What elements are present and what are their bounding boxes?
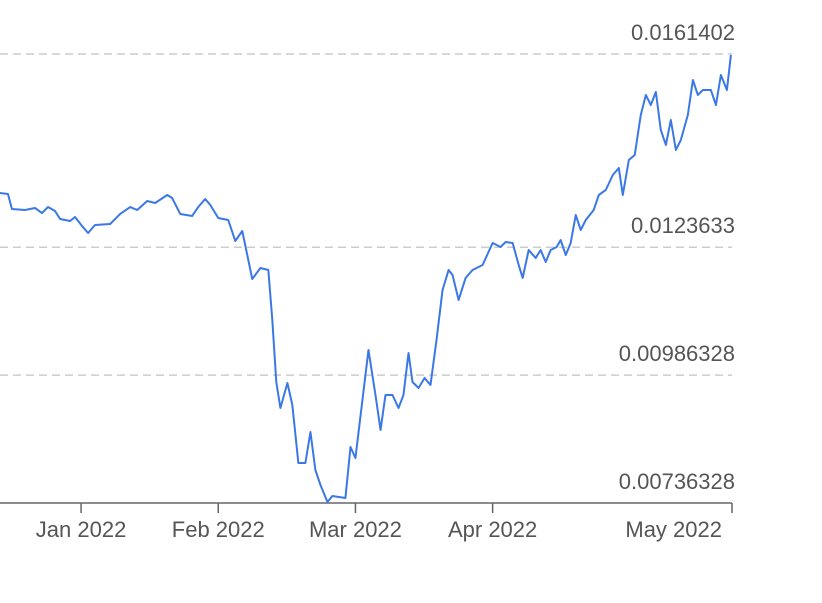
x-tick-label: Feb 2022	[172, 517, 265, 542]
x-tick-label: May 2022	[625, 517, 722, 542]
y-tick-label: 0.00736328	[619, 469, 735, 494]
x-tick-label: Apr 2022	[448, 517, 537, 542]
y-tick-label: 0.0161402	[631, 20, 735, 45]
y-tick-label: 0.0123633	[631, 213, 735, 238]
price-line	[0, 54, 732, 503]
x-tick-label: Mar 2022	[309, 517, 402, 542]
x-tick-label: Jan 2022	[36, 517, 127, 542]
y-tick-label: 0.00986328	[619, 341, 735, 366]
